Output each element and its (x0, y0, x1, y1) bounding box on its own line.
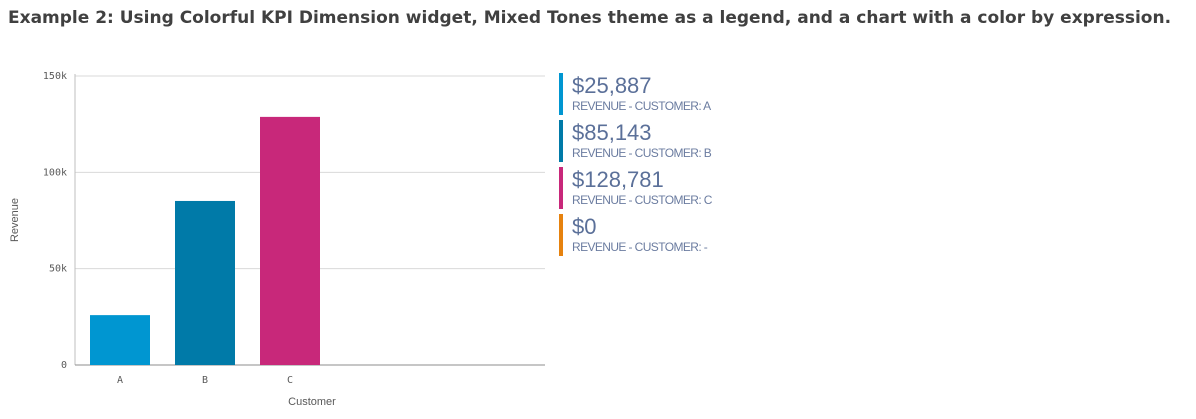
bar (260, 116, 320, 365)
x-tick-label: C (287, 375, 293, 386)
kpi-color-bar (559, 73, 563, 115)
kpi-value: $25,887 (572, 73, 652, 98)
kpi-color-bar (559, 214, 563, 256)
x-tick-label: A (117, 375, 123, 386)
kpi-label: REVENUE - CUSTOMER: B (572, 146, 712, 160)
x-tick-label: B (202, 375, 208, 386)
y-tick-label: 100k (43, 167, 67, 178)
kpi-label: REVENUE - CUSTOMER: A (572, 99, 711, 113)
kpi-color-bar (559, 167, 563, 209)
kpi-color-bar (559, 120, 563, 162)
heading: Example 2: Using Colorful KPI Dimension … (8, 8, 1171, 28)
bar (175, 200, 235, 365)
kpi-value: $85,143 (572, 120, 652, 145)
kpi-value: $0 (572, 214, 596, 239)
y-tick-label: 150k (43, 71, 67, 82)
x-axis-title: Customer (288, 396, 336, 408)
kpi-value: $128,781 (572, 167, 664, 192)
kpi-label: REVENUE - CUSTOMER: - (572, 240, 708, 254)
y-tick-label: 50k (49, 264, 67, 275)
y-axis-title: Revenue (9, 198, 21, 242)
y-tick-label: 0 (61, 360, 67, 371)
kpi-label: REVENUE - CUSTOMER: C (572, 193, 713, 207)
bar (90, 315, 150, 365)
